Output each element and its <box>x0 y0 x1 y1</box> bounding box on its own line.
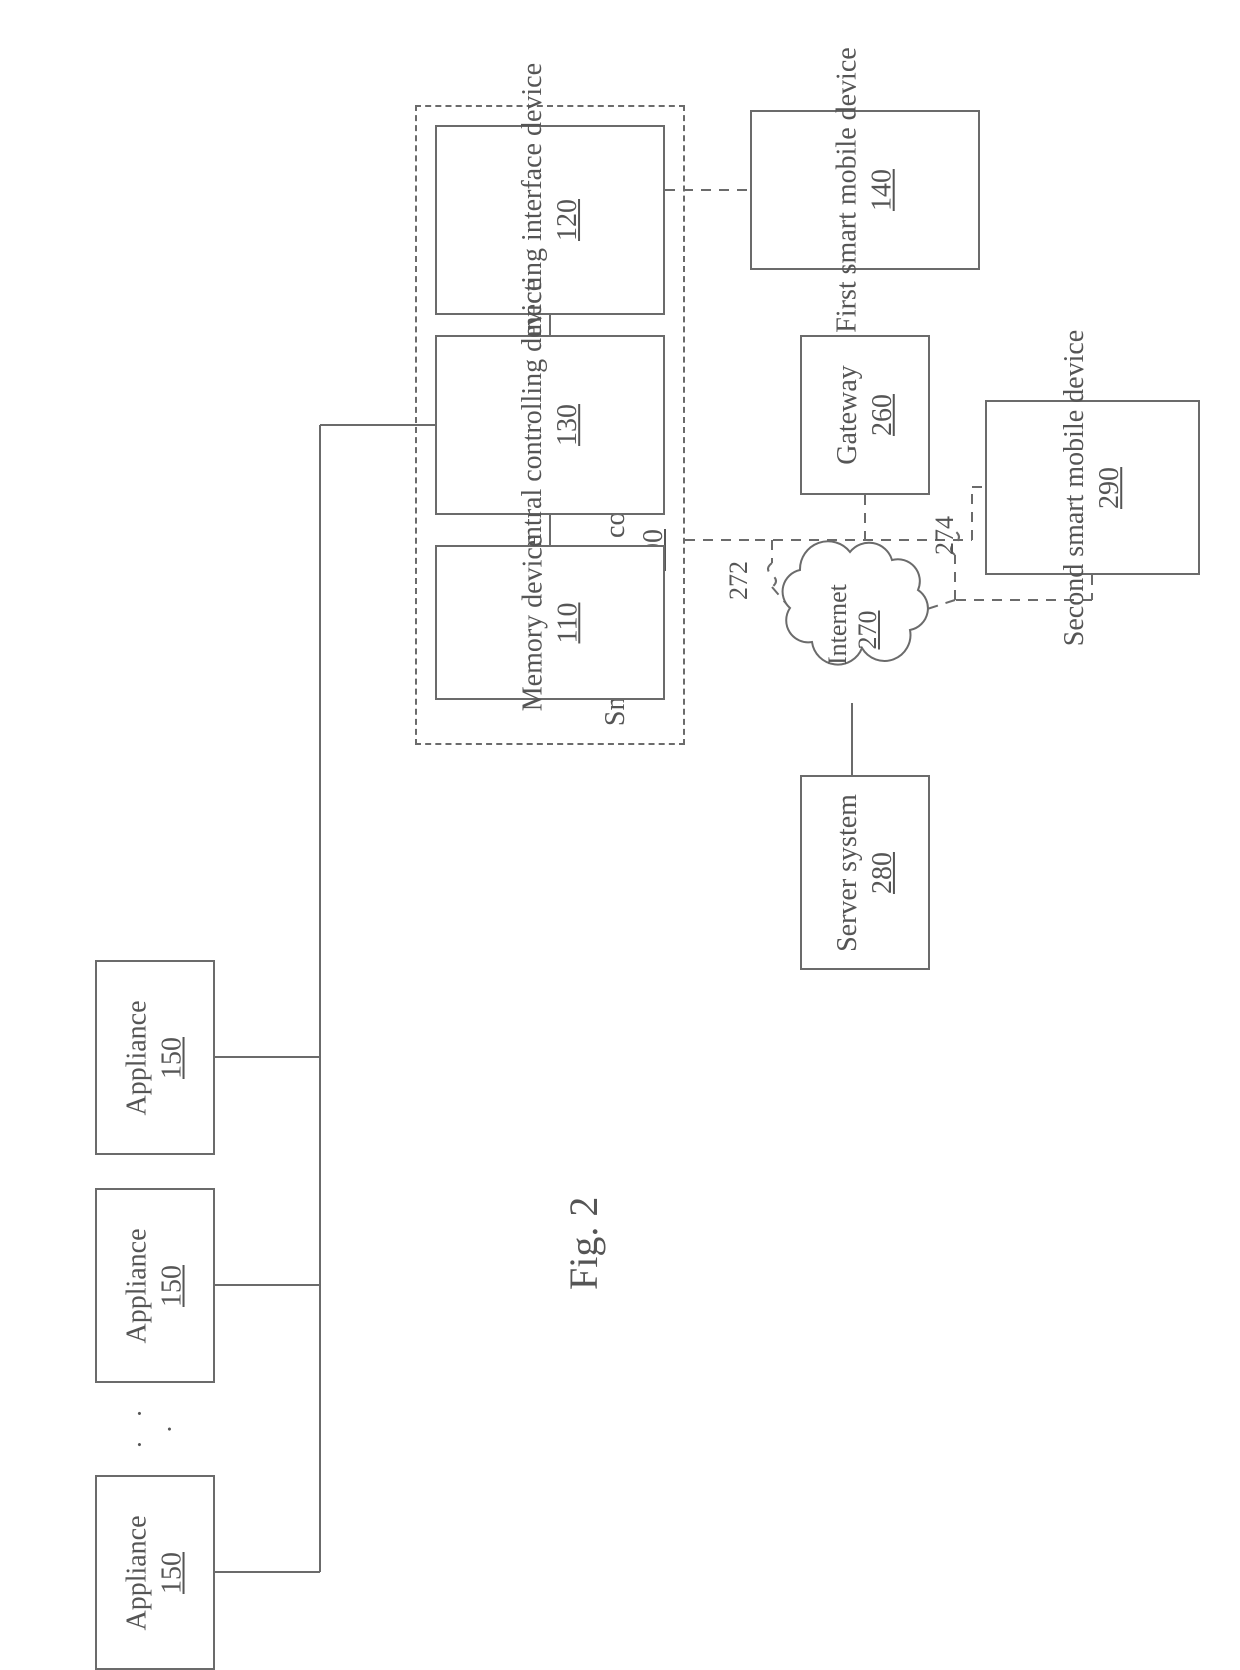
edge-label-274: 274 <box>930 516 960 555</box>
central-ctrl-num: 130 <box>552 404 583 446</box>
central-ctrl-label: Central controlling device <box>517 279 548 571</box>
node-appliance-1: Appliance 150 <box>95 960 215 1155</box>
appliance3-label: Appliance <box>122 1515 153 1630</box>
appliance1-num: 150 <box>157 1037 188 1079</box>
appliance2-num: 150 <box>157 1265 188 1307</box>
gateway-label: Gateway <box>832 365 863 465</box>
node-server-system: Server system 280 <box>800 775 930 970</box>
edge-272-v2 <box>772 587 790 608</box>
second-mobile-label: Second smart mobile device <box>1060 329 1091 645</box>
gateway-num: 260 <box>867 394 898 436</box>
internet-num: 270 <box>853 611 882 650</box>
node-central-controlling: Central controlling device 130 <box>435 335 665 515</box>
first-mobile-label: First smart mobile device <box>832 47 863 332</box>
appliance1-label: Appliance <box>122 1000 153 1115</box>
internet-label: Internet 270 <box>823 595 883 665</box>
node-gateway: Gateway 260 <box>800 335 930 495</box>
node-second-mobile: Second smart mobile device 290 <box>985 400 1200 575</box>
node-appliance-3: Appliance 150 <box>95 1475 215 1670</box>
diagram-canvas: Appliance 150 Appliance 150 Appliance 15… <box>0 0 1240 1632</box>
node-memory-device: Memory device 110 <box>435 545 665 700</box>
node-first-mobile: First smart mobile device 140 <box>750 110 980 270</box>
memory-dev-label: Memory device <box>517 534 548 711</box>
server-label: Server system <box>832 794 863 952</box>
second-mobile-num: 290 <box>1095 467 1126 509</box>
conn-iface-num: 120 <box>552 199 583 241</box>
first-mobile-num: 140 <box>867 169 898 211</box>
appliance2-label: Appliance <box>122 1228 153 1343</box>
memory-dev-num: 110 <box>552 602 583 643</box>
node-appliance-2: Appliance 150 <box>95 1188 215 1383</box>
server-num: 280 <box>867 852 898 894</box>
appliance3-num: 150 <box>157 1552 188 1594</box>
internet-label-text: Internet <box>823 584 852 665</box>
figure-label: Fig. 2 <box>560 1197 607 1290</box>
edge-label-272: 272 <box>724 561 754 600</box>
edge-274-into-cloud <box>918 600 955 612</box>
appliance-ellipsis: · · · <box>125 1390 185 1460</box>
edge-272-squiggle <box>768 563 776 587</box>
